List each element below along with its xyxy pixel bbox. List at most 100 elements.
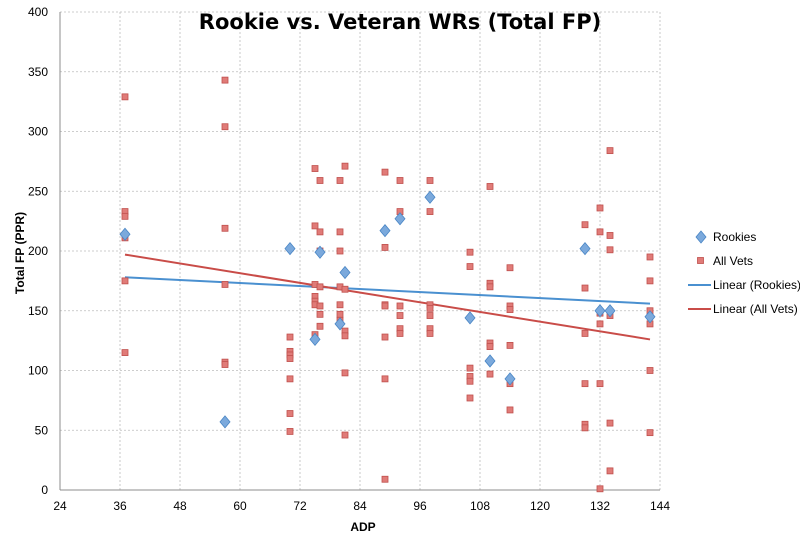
rookie-point <box>219 415 231 429</box>
vet-point <box>381 475 389 483</box>
vet-point <box>606 419 614 427</box>
x-tick-label: 132 <box>590 499 610 513</box>
rookie-point <box>504 372 516 386</box>
vet-point <box>506 264 514 272</box>
vet-point <box>646 429 654 437</box>
vet-point <box>121 93 129 101</box>
vet-point <box>596 320 604 328</box>
legend-linear-vets-label: Linear (All Vets) <box>713 302 798 316</box>
x-tick-label: 84 <box>353 499 367 513</box>
vet-point <box>606 467 614 475</box>
vet-point <box>506 406 514 414</box>
vet-point <box>311 165 319 172</box>
y-tick-label: 200 <box>28 244 48 258</box>
vet-point <box>596 228 604 236</box>
vet-point <box>506 306 514 313</box>
vet-point <box>221 76 229 84</box>
vet-point <box>121 277 129 285</box>
vet-point <box>486 283 494 291</box>
vet-point <box>581 284 589 292</box>
x-tick-label: 72 <box>293 499 307 513</box>
rookie-point <box>464 311 476 325</box>
vet-point <box>466 248 474 256</box>
vet-point <box>381 333 389 341</box>
y-axis-label: Total FP (PPR) <box>13 212 27 294</box>
vet-point <box>426 208 434 215</box>
y-tick-label: 150 <box>28 304 48 318</box>
y-tick-label: 100 <box>28 364 48 378</box>
series-all-vets <box>121 76 654 493</box>
y-tick-label: 0 <box>41 483 48 497</box>
vet-point <box>486 343 494 351</box>
vet-point <box>316 177 324 184</box>
x-tick-label: 120 <box>530 499 550 513</box>
vet-point <box>221 123 229 131</box>
vet-point <box>396 312 404 319</box>
y-tick-label: 50 <box>35 423 49 437</box>
vet-point <box>396 177 404 184</box>
vet-point <box>606 232 614 239</box>
vet-point <box>486 370 494 378</box>
rookie-point <box>424 190 436 204</box>
legend-rookies-marker <box>695 230 707 244</box>
vet-point <box>221 361 229 368</box>
vet-point <box>316 283 324 291</box>
vet-point <box>341 431 349 439</box>
trendlines <box>124 253 651 341</box>
vet-point <box>121 212 129 220</box>
rookie-point <box>484 354 496 368</box>
rookie-point <box>379 224 391 238</box>
vet-point <box>426 177 434 184</box>
rookie-point <box>119 227 131 241</box>
vet-point <box>336 228 344 236</box>
vet-point <box>121 349 129 356</box>
vet-point <box>596 204 604 212</box>
x-tick-label: 48 <box>173 499 187 513</box>
vet-point <box>341 332 349 340</box>
vet-point <box>466 394 474 402</box>
vet-point <box>646 367 654 374</box>
vet-point <box>316 228 324 236</box>
rookie-point <box>579 241 591 256</box>
rookie-point <box>594 304 606 318</box>
vet-point <box>316 302 324 310</box>
series-rookies <box>119 190 656 429</box>
vet-point <box>596 380 604 388</box>
x-tick-label: 96 <box>413 499 427 513</box>
legend-vets-label: All Vets <box>713 254 753 268</box>
legend-vets-marker <box>697 257 704 264</box>
vet-point <box>466 364 474 372</box>
vet-point <box>426 312 434 319</box>
vet-point <box>426 330 434 337</box>
legend-rookies-label: Rookies <box>713 230 756 244</box>
vet-point <box>646 253 654 261</box>
trendline-all-vets <box>124 253 651 341</box>
rookie-point <box>644 310 656 324</box>
y-tick-label: 300 <box>28 125 48 139</box>
rookie-point <box>284 241 296 256</box>
vet-point <box>286 410 294 417</box>
vet-point <box>486 183 494 190</box>
vet-point <box>506 342 514 349</box>
rookie-point <box>339 265 351 280</box>
vet-point <box>581 380 589 388</box>
vet-point <box>336 177 344 184</box>
vet-point <box>581 424 589 432</box>
x-tick-label: 108 <box>470 499 490 513</box>
vet-point <box>286 375 294 383</box>
y-tick-label: 250 <box>28 184 48 198</box>
vet-point <box>396 302 404 310</box>
x-tick-label: 24 <box>53 499 67 513</box>
vet-point <box>581 330 589 337</box>
x-tick-label: 144 <box>650 499 670 513</box>
y-tick-label: 400 <box>28 5 48 19</box>
vet-point <box>606 147 614 155</box>
vet-point <box>341 162 349 170</box>
y-tick-label: 350 <box>28 65 48 79</box>
vet-point <box>311 222 319 230</box>
vet-point <box>381 244 389 251</box>
vet-point <box>286 428 294 435</box>
vet-point <box>316 322 324 330</box>
vet-point <box>581 221 589 229</box>
